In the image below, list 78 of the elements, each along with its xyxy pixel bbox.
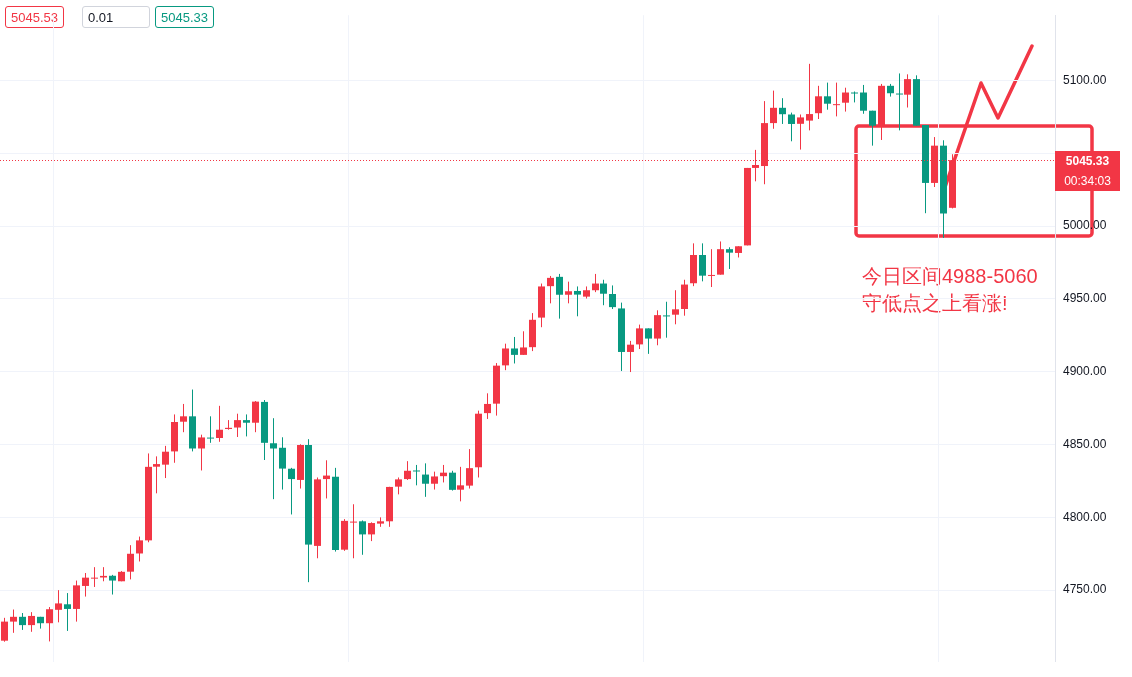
candlestick (779, 97, 786, 125)
candlestick (73, 580, 80, 623)
candlestick (815, 85, 822, 120)
candlestick (55, 589, 62, 623)
candlestick (699, 242, 706, 282)
candlestick (636, 324, 643, 350)
candlestick (279, 436, 286, 491)
candlestick (64, 592, 71, 632)
candlestick (10, 609, 17, 634)
candlestick (422, 462, 429, 498)
candlestick (663, 301, 670, 339)
y-tick-label: 4900.00 (1063, 364, 1107, 379)
candlestick (109, 574, 116, 596)
candlestick (672, 289, 679, 325)
y-tick-label: 4800.00 (1063, 509, 1107, 524)
candlestick (162, 445, 169, 479)
candlestick (216, 405, 223, 443)
candlestick (368, 521, 375, 542)
candlestick (788, 112, 795, 142)
candlestick (404, 460, 411, 481)
candlestick (234, 413, 241, 438)
candlestick (574, 285, 581, 317)
text: 00:34:03 (1063, 172, 1112, 190)
candlestick (627, 340, 634, 373)
candlestick (484, 392, 491, 420)
y-tick-label: 4850.00 (1063, 436, 1107, 451)
candlestick (252, 400, 259, 433)
candlestick (288, 467, 295, 515)
candlestick (82, 572, 89, 598)
candlestick (869, 110, 876, 147)
quantity-field: 0.01 (82, 6, 150, 28)
candlestick (842, 87, 849, 113)
candlestick (556, 273, 563, 320)
candlestick (609, 284, 616, 310)
candlestick (520, 330, 527, 356)
candlestick (824, 82, 831, 111)
candlestick (833, 82, 840, 117)
candlestick (1, 617, 8, 643)
candlestick (806, 63, 813, 131)
candlestick (359, 519, 366, 556)
candlestick (413, 464, 420, 486)
candlestick (547, 275, 554, 304)
candlestick (896, 72, 903, 131)
candlestick (207, 415, 214, 444)
y-tick-label: 5100.00 (1063, 72, 1107, 87)
price-field: 5045.33 (155, 6, 214, 28)
candlestick (180, 403, 187, 433)
annotation: 今日区间4988-5060 (862, 264, 1038, 289)
candlestick (243, 413, 250, 437)
price-field: 5045.53 (5, 6, 64, 28)
candlestick (198, 434, 205, 471)
candlestick (860, 84, 867, 115)
candlestick (851, 90, 858, 103)
candlestick (270, 417, 277, 500)
candlestick (46, 606, 53, 642)
candlestick (136, 536, 143, 562)
candlestick (502, 343, 509, 371)
candlestick (153, 455, 160, 494)
y-tick-label: 4750.00 (1063, 582, 1107, 597)
candlestick (600, 279, 607, 306)
candlestick (511, 336, 518, 364)
candlestick (770, 90, 777, 130)
candlestick (797, 114, 804, 151)
y-tick-label: 4950.00 (1063, 291, 1107, 306)
candlestick (350, 503, 357, 559)
candlestick (466, 448, 473, 490)
candlestick (645, 327, 652, 355)
candlestick (708, 248, 715, 288)
candlestick (565, 281, 572, 304)
ref-line-label: 5045.33 (1064, 152, 1111, 170)
candlestick (457, 466, 464, 502)
candlestick (28, 611, 35, 633)
candlestick (127, 544, 134, 580)
candlestick (91, 566, 98, 588)
candlestick (726, 246, 733, 270)
candlestick (904, 73, 911, 109)
candlestick (449, 470, 456, 492)
candlestick (654, 309, 661, 346)
